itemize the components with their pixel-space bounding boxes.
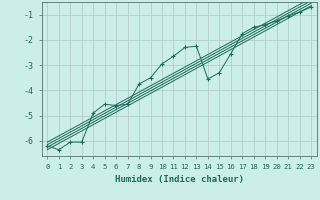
X-axis label: Humidex (Indice chaleur): Humidex (Indice chaleur) — [115, 175, 244, 184]
